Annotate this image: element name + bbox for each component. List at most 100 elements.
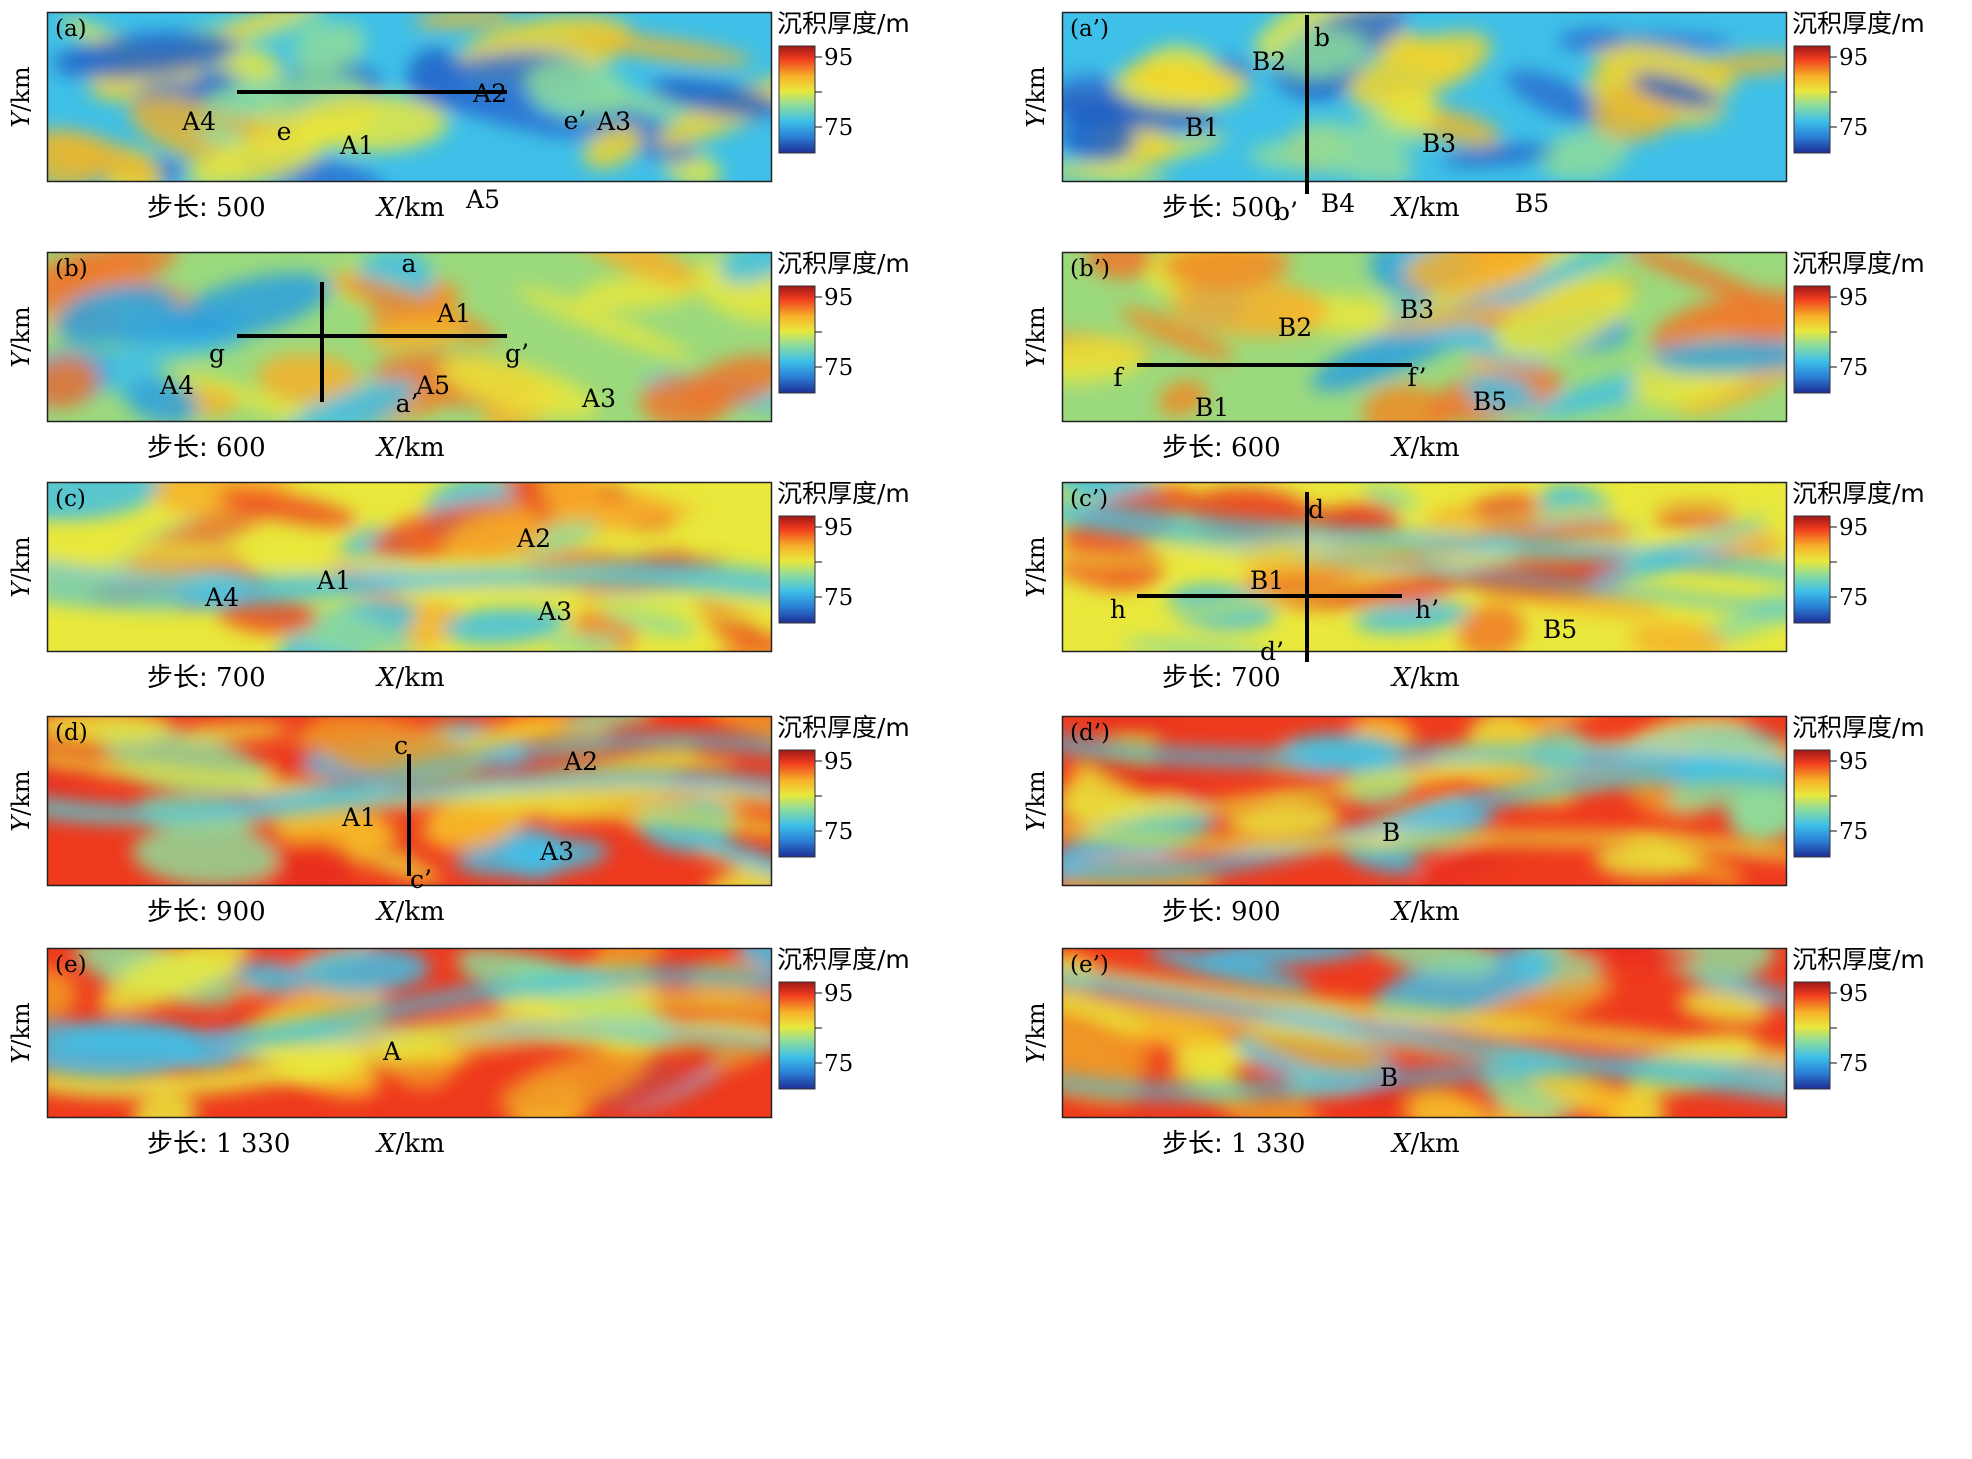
colorbar-title: 沉积厚度/m [1792,9,1925,38]
x-axis-label: X/km [375,433,445,463]
colorbar-ramp [778,45,816,154]
region-label: A2 [516,524,551,553]
colorbar-ramp [1793,515,1831,624]
y-axis-label: Y/km [7,536,35,597]
y-axis-label: Y/km [7,66,35,127]
panel: (e’) B Y/km 步长: 1 330 X/km 沉积厚度/m 95 75 [1022,945,1925,1159]
panel: (b) a A1 g g’ A4 A5 A3 a’ Y/km 步长: 600 X/km 沉积厚度/m 95… [7,249,910,463]
thickness-map [1062,716,1787,886]
region-label: f [1113,363,1124,392]
region-label: f’ [1407,363,1426,392]
panel-id: (b) [55,256,88,282]
colorbar-tick-label: 75 [824,819,853,845]
map-frame [1061,947,1788,1119]
x-axis-label: X/km [1390,193,1460,223]
region-label: B [1380,1063,1398,1092]
panel-id: (e’) [1070,952,1109,978]
region-label: B5 [1515,189,1549,218]
colorbar-tick-label: 95 [1839,981,1868,1007]
colorbar-tick-label: 75 [824,355,853,381]
colorbar-tick-label: 75 [1839,585,1868,611]
step-label: 步长: 900 [1162,897,1281,927]
step-label: 步长: 600 [1162,433,1281,463]
colorbar-tick-label: 95 [1839,515,1868,541]
colorbar: 沉积厚度/m 95 75 [1792,249,1925,394]
colorbar-title: 沉积厚度/m [777,945,910,974]
colorbar-tick-label: 95 [824,749,853,775]
region-label: A2 [563,747,598,776]
y-axis-label: Y/km [1022,1002,1050,1063]
region-label: B4 [1321,189,1355,218]
panel: (c’) d B1 h h’ d’ B5 Y/km 步长: 700 X/km 沉积厚度/m 95 75 [1022,479,1925,693]
region-label: A4 [181,107,216,136]
thickness-map [1062,482,1787,652]
region-label: B2 [1278,313,1312,342]
y-axis-label: Y/km [1022,536,1050,597]
colorbar-ramp [778,515,816,624]
map-frame [46,947,773,1119]
region-label: A3 [581,384,616,413]
x-axis-label: X/km [375,663,445,693]
region-label: A1 [316,566,351,595]
region-label: B3 [1422,129,1456,158]
panel: (a) A4 e A1 A2 e’ A3 A5 Y/km 步长: 500 X/km 沉积厚度/m 95 7… [7,9,910,223]
region-label: B2 [1252,47,1286,76]
region-label: B5 [1543,615,1577,644]
colorbar-tick-label: 75 [824,585,853,611]
thickness-map [1062,12,1787,182]
colorbar-title: 沉积厚度/m [1792,249,1925,278]
panel: (e) A Y/km 步长: 1 330 X/km 沉积厚度/m 95 75 [7,945,910,1159]
region-label: A5 [415,371,450,400]
colorbar-tick-label: 95 [1839,749,1868,775]
region-label: A3 [537,597,572,626]
colorbar-ramp [1793,285,1831,394]
colorbar-tick-label: 75 [1839,819,1868,845]
panel-id: (a’) [1070,16,1109,42]
colorbar-tick-label: 75 [1839,355,1868,381]
region-label: B [1382,818,1400,847]
thickness-map [47,252,772,422]
region-label: B1 [1185,113,1219,142]
region-label: B5 [1473,387,1507,416]
thickness-map [47,948,772,1118]
y-axis-label: Y/km [7,1002,35,1063]
colorbar-title: 沉积厚度/m [777,249,910,278]
colorbar-tick-label: 75 [1839,115,1868,141]
map-frame [46,251,773,423]
region-label: c’ [410,865,432,894]
thickness-map [47,12,772,182]
region-label: A1 [436,299,471,328]
colorbar-title: 沉积厚度/m [1792,713,1925,742]
panel: (a’) B2 b B1 B3 b’ B4 B5 Y/km 步长: 500 X/km 沉积厚度/m 95… [1022,9,1925,226]
panel: (c) A2 A1 A4 A3 Y/km 步长: 700 X/km 沉积厚度/m 95 75 [7,479,910,693]
map-frame [1061,481,1788,653]
y-axis-label: Y/km [1022,66,1050,127]
step-label: 步长: 500 [1162,193,1281,223]
colorbar-ramp [778,285,816,394]
region-label: A1 [341,803,376,832]
colorbar-tick-label: 95 [1839,45,1868,71]
x-axis-label: X/km [375,897,445,927]
region-label: d [1308,495,1324,524]
x-axis-label: X/km [1390,663,1460,693]
panel-id: (b’) [1070,256,1110,282]
x-axis-label: X/km [375,1129,445,1159]
region-label: B1 [1195,393,1229,422]
colorbar: 沉积厚度/m 95 75 [777,9,910,154]
map-frame [46,11,773,183]
panel: (b’) B3 B2 f f’ B1 B5 Y/km 步长: 600 X/km 沉积厚度/m 95 75 [1022,249,1925,463]
region-label: b’ [1274,197,1298,226]
region-label: A4 [204,583,239,612]
colorbar-tick-label: 75 [824,1051,853,1077]
panel: (d) c A2 A1 A3 c’ Y/km 步长: 900 X/km 沉积厚度/m 95 75 [7,713,910,927]
region-label: A2 [472,79,507,108]
region-label: e [277,117,292,146]
region-label: a’ [396,389,419,418]
step-label: 步长: 1 330 [147,1129,290,1159]
y-axis-label: Y/km [1022,770,1050,831]
region-label: A3 [539,837,574,866]
step-label: 步长: 500 [147,193,266,223]
colorbar-ramp [778,981,816,1090]
step-label: 步长: 1 330 [1162,1129,1305,1159]
